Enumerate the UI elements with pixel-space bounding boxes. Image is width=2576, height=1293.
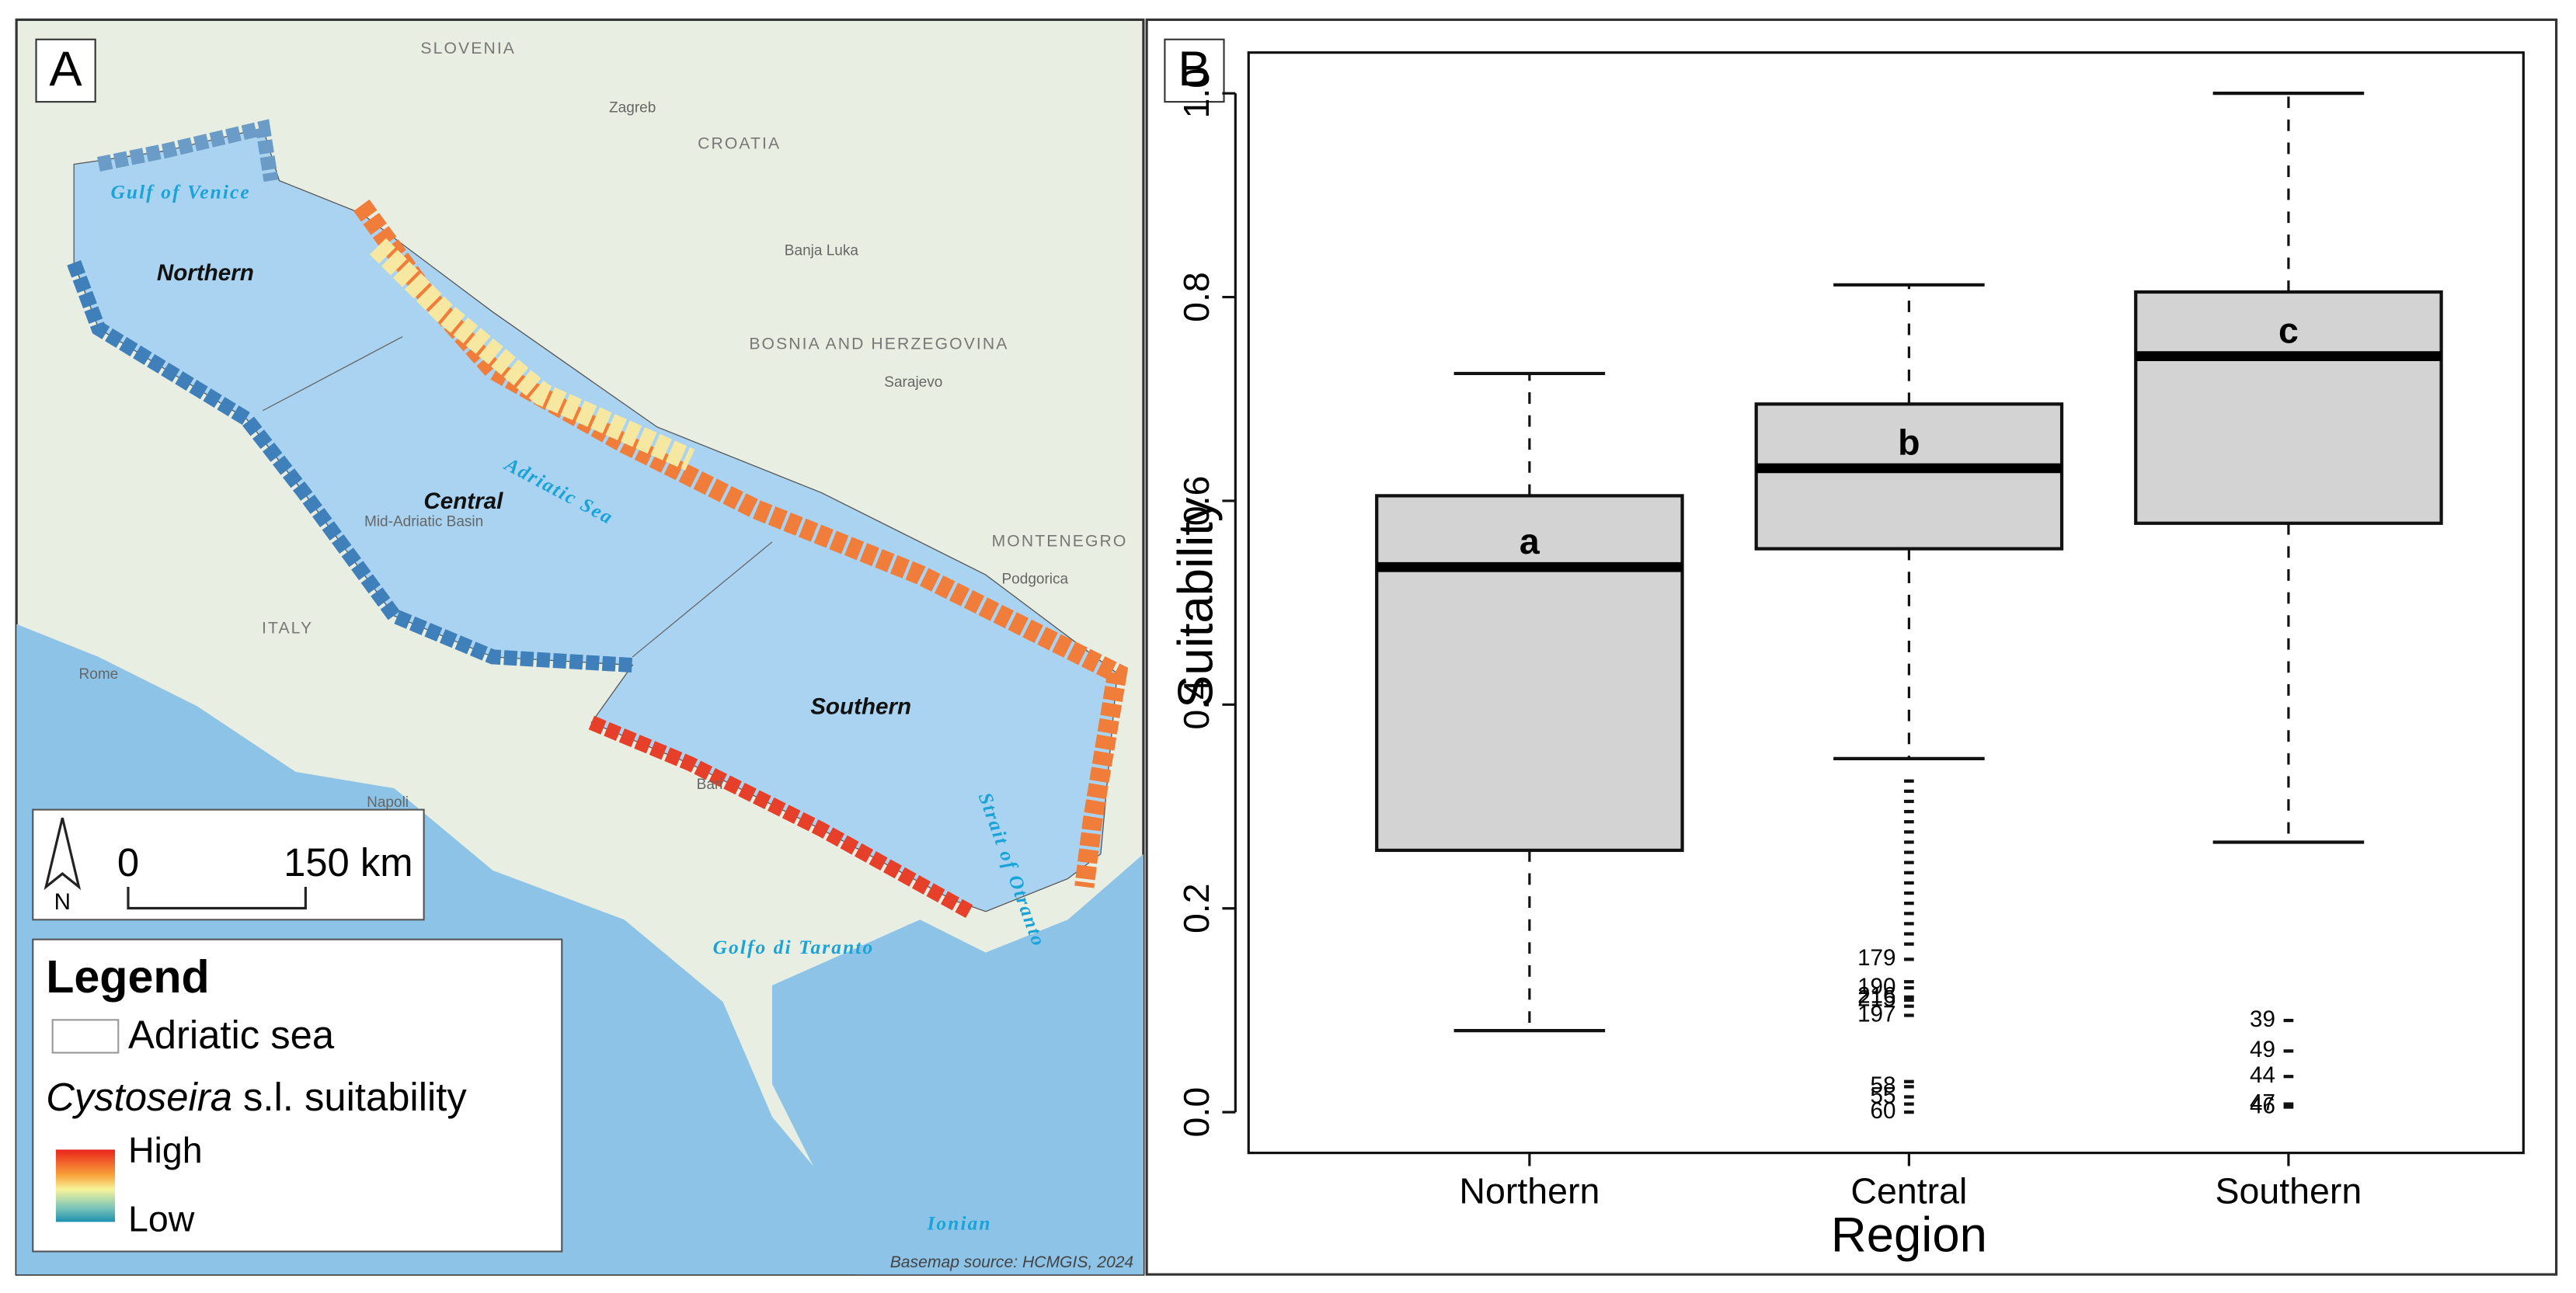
sea-label: Ionian — [926, 1212, 991, 1234]
north-label: N — [54, 889, 71, 915]
outlier-label: 215 — [1857, 986, 1895, 1012]
country-label: MONTENEGRO — [992, 532, 1128, 550]
outlier-label: 60 — [1871, 1098, 1896, 1124]
region-boundary — [632, 541, 773, 658]
y-tick-label: 0.8 — [1176, 272, 1217, 322]
scale-label: 150 km — [284, 840, 413, 885]
outlier-label: 216 — [1857, 983, 1895, 1009]
panel-label: A — [49, 42, 82, 96]
outlier-label: 44 — [2250, 1062, 2275, 1088]
city-label: Bari — [697, 777, 723, 793]
islands-cells — [369, 238, 695, 471]
outlier-label: 197 — [1857, 1001, 1895, 1027]
basin-label: Mid-Adriatic Basin — [364, 514, 483, 530]
region-label: Northern — [157, 260, 254, 286]
outlier-label: 179 — [1857, 945, 1895, 971]
plot-area — [1247, 51, 2525, 1155]
outlier-label: 49 — [2250, 1037, 2275, 1062]
y-tick-label: 1.0 — [1176, 68, 1217, 119]
region-label: Central — [423, 488, 503, 514]
outlier-label: 55 — [1871, 1083, 1896, 1108]
country-label: CROATIA — [698, 135, 781, 153]
box — [2134, 290, 2443, 525]
country-label: ITALY — [262, 620, 313, 638]
legend-label: Adriatic sea — [128, 1013, 335, 1057]
legend-subtitle-rest: s.l. suitability — [243, 1075, 467, 1119]
city-label: Podgorica — [1002, 572, 1069, 588]
sea-label: Golfo di Taranto — [713, 937, 875, 958]
legend-swatch — [51, 1019, 120, 1054]
chart-frame — [1145, 18, 2558, 1276]
legend-subtitle: Cystoseira s.l. suitability — [46, 1075, 467, 1119]
legend-high: High — [128, 1130, 203, 1170]
region-boundary — [263, 335, 403, 412]
y-tick-label: 0.6 — [1176, 476, 1217, 527]
region-label: Southern — [810, 693, 911, 719]
legend-title: Legend — [46, 951, 210, 1003]
legend-genus: Cystoseira — [46, 1075, 232, 1119]
outlier-label: 47 — [2250, 1090, 2275, 1115]
north-arrow — [44, 817, 82, 891]
sea-label: Gulf of Venice — [110, 181, 250, 203]
x-tick-label: Southern — [2216, 1171, 2362, 1211]
outlier-label: 39 — [2250, 1006, 2275, 1032]
y-tick-label: 0.0 — [1176, 1087, 1217, 1138]
y-axis-title: Suitability — [1169, 497, 1224, 708]
city-label: Sarajevo — [884, 374, 942, 391]
group-letter: b — [1898, 422, 1920, 463]
map-panel: A Northern Central Southern Gulf of Veni… — [15, 18, 1145, 1276]
group-letter: c — [2278, 310, 2299, 350]
source-note: Basemap source: HCMGIS, 2024 — [890, 1253, 1133, 1271]
city-label: Napoli — [367, 794, 409, 811]
country-label: BOSNIA AND HERZEGOVINA — [749, 335, 1008, 353]
apulian-coast-cells — [588, 715, 973, 919]
x-tick-label: Central — [1850, 1171, 1967, 1211]
italian-coast-cells — [67, 260, 633, 673]
legend-low: Low — [128, 1199, 195, 1239]
eastern-coast-cells — [353, 199, 1129, 888]
color-ramp — [55, 1149, 116, 1222]
legend-box — [32, 938, 563, 1253]
outlier-label: 190 — [1857, 974, 1895, 999]
city-label: Zagreb — [609, 100, 656, 116]
x-tick-label: Northern — [1459, 1171, 1600, 1211]
y-tick-label: 0.4 — [1176, 680, 1217, 730]
country-label: SLOVENIA — [420, 40, 516, 57]
scale-box — [32, 808, 425, 921]
panel-label: B — [1178, 42, 1210, 96]
box — [1754, 402, 2064, 551]
box — [1375, 494, 1684, 853]
panel-label-box — [1164, 38, 1225, 103]
group-letter: a — [1519, 521, 1540, 561]
outlier-label: 58 — [1871, 1072, 1896, 1098]
ionian-sea — [771, 853, 1144, 1275]
scale-label: 0 — [117, 840, 139, 885]
outlier-label: 46 — [2250, 1093, 2275, 1118]
x-axis-title: Region — [1831, 1208, 1987, 1262]
city-label: Rome — [79, 666, 119, 683]
y-tick-label: 0.2 — [1176, 883, 1217, 933]
venice-coast-cells — [97, 119, 279, 182]
scale-bar — [127, 887, 307, 910]
panel-label-box — [35, 38, 96, 103]
city-label: Banja Luka — [785, 243, 859, 259]
